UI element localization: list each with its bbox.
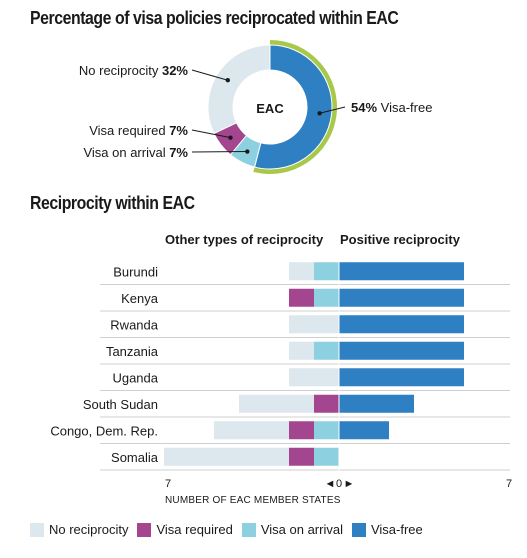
donut-slice-visa-free xyxy=(253,44,333,170)
legend-item: Visa-free xyxy=(351,522,423,537)
slice-label-visa-free: 54% Visa-free xyxy=(351,100,432,115)
bar-visa-on-arrival xyxy=(314,341,339,360)
callout-dot xyxy=(225,78,230,83)
legend-swatch xyxy=(30,522,44,537)
country-label: South Sudan xyxy=(83,397,158,412)
country-label: Kenya xyxy=(121,291,159,306)
bar-visa-required xyxy=(289,447,314,466)
right-header: Positive reciprocity xyxy=(340,232,461,247)
bar-visa-free xyxy=(339,315,464,334)
tick-label-left: 7 xyxy=(165,478,171,490)
slice-label-visa-on-arrival: Visa on arrival 7% xyxy=(83,145,188,160)
bar-visa-on-arrival xyxy=(314,447,339,466)
legend-item: Visa required xyxy=(137,522,233,537)
donut-chart: EAC 54% Visa-free Visa on arrival 7% Visa r… xyxy=(79,40,432,174)
bar-no-reciprocity xyxy=(289,315,339,334)
tick-label-zero: 0 xyxy=(336,478,342,490)
bar-no-reciprocity xyxy=(289,368,339,387)
tick-label-right: 7 xyxy=(506,478,512,490)
bar-visa-on-arrival xyxy=(314,262,339,281)
bar-no-reciprocity xyxy=(289,262,314,281)
bar-visa-free xyxy=(339,341,464,360)
slice-label-visa-required: Visa required 7% xyxy=(89,123,188,138)
country-label: Somalia xyxy=(111,450,159,465)
callout-dot xyxy=(245,149,250,154)
bar-visa-on-arrival xyxy=(314,421,339,440)
legend-swatch xyxy=(137,522,152,537)
bar-no-reciprocity xyxy=(239,394,314,413)
callout-line xyxy=(191,69,228,81)
callout-line xyxy=(191,129,231,139)
bar-visa-free xyxy=(339,394,414,413)
bar-no-reciprocity xyxy=(289,341,314,360)
left-header: Other types of reciprocity xyxy=(165,232,324,247)
legend-label: Visa on arrival xyxy=(260,522,343,537)
legend-swatch xyxy=(241,522,256,537)
bar-no-reciprocity xyxy=(214,421,289,440)
legend-swatch xyxy=(351,522,366,537)
country-label: Congo, Dem. Rep. xyxy=(50,423,158,438)
bar-no-reciprocity xyxy=(164,447,289,466)
donut-chart-title: Percentage of visa policies reciprocated… xyxy=(30,8,399,28)
donut-center-label: EAC xyxy=(256,101,284,116)
chart-legend: No reciprocity Visa required Visa on arriv… xyxy=(30,522,432,537)
country-label: Burundi xyxy=(113,264,158,279)
legend-item: Visa on arrival xyxy=(241,522,343,537)
bar-visa-free xyxy=(339,421,389,440)
slice-label-no-reciprocity: No reciprocity 32% xyxy=(79,63,189,78)
left-arrow-icon: ◄ xyxy=(325,478,336,490)
bar-visa-free xyxy=(339,368,464,387)
donut-slice-no-reciprocity xyxy=(207,44,271,135)
legend-item: No reciprocity xyxy=(30,522,128,537)
callout-dot xyxy=(317,111,322,116)
callout-line xyxy=(319,106,346,114)
callout-dot xyxy=(228,135,233,140)
bar-visa-free xyxy=(339,288,464,307)
bar-visa-free xyxy=(339,262,464,281)
country-label: Tanzania xyxy=(106,344,159,359)
country-label: Rwanda xyxy=(110,317,158,332)
country-label: Uganda xyxy=(112,370,158,385)
bar-visa-required xyxy=(289,288,314,307)
x-axis-label: NUMBER OF EAC MEMBER STATES xyxy=(165,495,341,506)
bar-visa-required xyxy=(314,394,339,413)
bar-chart-title: Reciprocity within EAC xyxy=(30,193,195,213)
right-arrow-icon: ► xyxy=(344,478,355,490)
diverging-bar-chart: Other types of reciprocity Positive recip… xyxy=(50,232,512,506)
legend-label: No reciprocity xyxy=(49,522,129,537)
bar-visa-on-arrival xyxy=(314,288,339,307)
legend-label: Visa-free xyxy=(370,522,423,537)
bar-visa-required xyxy=(289,421,314,440)
legend-label: Visa required xyxy=(156,522,233,537)
